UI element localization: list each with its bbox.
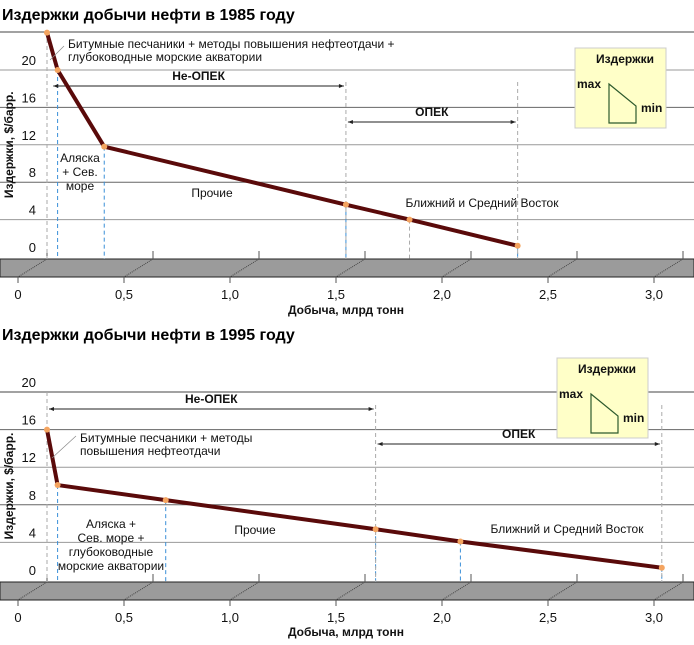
floor-slant (335, 581, 366, 601)
data-point (54, 482, 61, 489)
floor-slant (229, 258, 260, 278)
bitumen-label: повышения нефтеотдачи (80, 444, 220, 458)
legend-title: Издержки (578, 362, 636, 376)
y-tick-label: 20 (22, 53, 36, 68)
middle-east-label: Ближний и Средний Восток (406, 196, 560, 210)
bitumen-label: Битумные песчаники + методы повышения не… (68, 37, 395, 51)
data-point (54, 67, 61, 73)
bitumen-label: глубоководные морские акватории (68, 50, 262, 64)
floor-band (0, 258, 694, 278)
y-tick-label: 12 (22, 128, 36, 143)
others-label: Прочие (191, 186, 233, 200)
data-point (101, 143, 108, 150)
floor-slant (547, 581, 578, 601)
floor-slant (17, 258, 48, 278)
x-tick-label: 2,5 (539, 287, 557, 302)
non-opec-label: Не-ОПЕК (185, 392, 238, 406)
legend-max: max (577, 77, 601, 91)
data-point (372, 526, 379, 533)
x-tick-label: 3,0 (645, 287, 663, 302)
alaska-label: + Сев. (62, 165, 97, 179)
middle-east-label: Ближний и Средний Восток (491, 522, 645, 536)
floor-slant (653, 581, 684, 601)
y-tick-label: 4 (29, 203, 36, 218)
data-point (44, 426, 50, 433)
x-tick-label: 2,0 (433, 610, 451, 625)
data-point (162, 497, 169, 504)
others-label: Прочие (234, 523, 276, 537)
x-axis-label: Добыча, млрд тонн (288, 303, 404, 317)
legend-cost-icon (590, 392, 619, 434)
y-axis-label: Издержки, $/барр. (2, 91, 16, 198)
floor-slant (229, 581, 260, 601)
leader-line (51, 435, 77, 459)
legend-cost-icon (608, 82, 637, 124)
floor-slant (547, 258, 578, 278)
floor-band (0, 581, 694, 601)
y-tick-label: 16 (22, 90, 36, 105)
x-tick-label: 1,0 (221, 610, 239, 625)
y-tick-label: 12 (22, 450, 36, 465)
alaska-label: глубоководные (69, 545, 154, 559)
data-point (457, 538, 464, 545)
x-tick-label: 1,5 (327, 287, 345, 302)
y-tick-label: 8 (29, 165, 36, 180)
legend-box (574, 47, 667, 129)
legend-max: max (559, 387, 583, 401)
alaska-label: Сев. море + (78, 531, 145, 545)
floor-slant (653, 258, 684, 278)
floor-slant (123, 258, 154, 278)
y-tick-label: 8 (29, 488, 36, 503)
legend-min: min (641, 101, 662, 115)
floor-slant (441, 258, 472, 278)
y-tick-label: 4 (29, 525, 36, 540)
data-point (44, 29, 50, 36)
legend-title: Издержки (596, 52, 654, 66)
cost-curve (45, 429, 663, 570)
x-tick-label: 2,5 (539, 610, 557, 625)
y-tick-label: 0 (29, 240, 36, 255)
x-tick-label: 3,0 (645, 610, 663, 625)
floor-slant (441, 581, 472, 601)
y-tick-label: 0 (29, 563, 36, 578)
alaska-label: Аляска (60, 151, 100, 165)
opec-label: ОПЕК (502, 427, 536, 441)
chart-0: Издержки добычи нефти в 1985 году 0 4 8 12 16… (0, 7, 694, 317)
y-tick-label: 16 (22, 413, 36, 428)
opec-label: ОПЕК (415, 105, 449, 119)
cost-curve (45, 32, 519, 248)
x-axis-label: Добыча, млрд тонн (288, 625, 404, 639)
data-point (514, 242, 521, 249)
data-point (406, 216, 413, 223)
x-tick-label: 0,5 (115, 287, 133, 302)
y-tick-label: 20 (22, 375, 36, 390)
bitumen-label: Битумные песчаники + методы (80, 431, 252, 445)
floor-slant (123, 581, 154, 601)
x-tick-label: 1,0 (221, 287, 239, 302)
legend-box (556, 357, 649, 439)
chart-1: Издержки добычи нефти в 1995 году 0 4 8 12 16… (0, 327, 694, 639)
alaska-label: морские акватории (58, 559, 164, 573)
alaska-label: Аляска + (86, 517, 136, 531)
y-axis-label: Издержки, $/барр. (2, 433, 16, 540)
legend-min: min (623, 411, 644, 425)
floor-slant (17, 581, 48, 601)
chart-title: Издержки добычи нефти в 1995 году (2, 327, 295, 344)
floor-slant (335, 258, 366, 278)
chart-title: Издержки добычи нефти в 1985 году (2, 7, 295, 24)
alaska-label: море (66, 179, 95, 193)
x-tick-label: 0 (14, 610, 21, 625)
data-point (342, 201, 349, 208)
x-tick-label: 2,0 (433, 287, 451, 302)
x-tick-label: 0 (14, 287, 21, 302)
non-opec-label: Не-ОПЕК (172, 69, 225, 83)
data-point (658, 564, 665, 571)
x-tick-label: 1,5 (327, 610, 345, 625)
leader-line (49, 45, 65, 61)
x-tick-label: 0,5 (115, 610, 133, 625)
